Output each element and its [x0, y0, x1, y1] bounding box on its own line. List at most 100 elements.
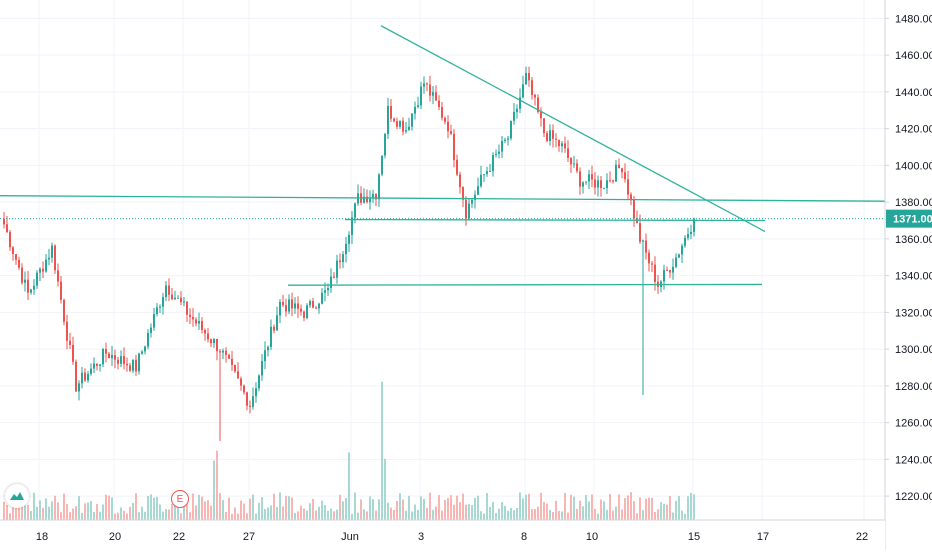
- candle-body: [108, 353, 110, 359]
- volume-bar: [420, 496, 422, 520]
- volume-bar: [324, 505, 326, 520]
- volume-bar: [210, 505, 212, 520]
- candle-body: [591, 174, 593, 180]
- tradingview-logo-icon[interactable]: [5, 484, 29, 508]
- candle-body: [312, 301, 314, 308]
- volume-bar: [297, 511, 299, 520]
- volume-bar: [72, 508, 74, 520]
- candle-body: [21, 267, 23, 283]
- volume-bar: [501, 502, 503, 520]
- candle-body: [135, 359, 137, 372]
- candle-body: [336, 260, 338, 278]
- candle-body: [93, 363, 95, 369]
- candle-body: [213, 338, 215, 344]
- volume-bar: [270, 505, 272, 520]
- volume-bar: [372, 499, 374, 520]
- candle-body: [381, 155, 383, 175]
- volume-bar: [543, 502, 545, 520]
- candle-body: [117, 359, 119, 364]
- volume-bar: [252, 494, 254, 520]
- volume-bar: [225, 511, 227, 520]
- candle-body: [396, 121, 398, 127]
- volume-bar: [90, 501, 92, 520]
- candle-body: [648, 252, 650, 264]
- volume-bar: [366, 511, 368, 520]
- candle-body: [564, 143, 566, 149]
- volume-bar: [657, 509, 659, 520]
- volume-bar: [564, 493, 566, 520]
- volume-bar: [573, 496, 575, 520]
- volume-bar: [642, 510, 644, 520]
- time-tick-label: 20: [109, 531, 121, 543]
- volume-bar: [171, 504, 173, 520]
- time-axis[interactable]: 18 20 22 27 Jun 3 8 10 15 17 22: [0, 519, 885, 550]
- candle-body: [279, 301, 281, 316]
- candle-body: [486, 171, 488, 175]
- volume-bar: [591, 494, 593, 520]
- candle-body: [270, 326, 272, 348]
- price-axis[interactable]: 1480.00 1460.00 1440.00 1420.00 1400.00 1380.…: [884, 0, 932, 550]
- volume-bar: [345, 498, 347, 520]
- volume-bar: [600, 499, 602, 520]
- volume-bar: [126, 513, 128, 520]
- volume-bar: [138, 512, 140, 520]
- candle-body: [633, 199, 635, 219]
- volume-bar: [462, 493, 464, 520]
- candle-body: [351, 217, 353, 235]
- candle-body: [453, 133, 455, 160]
- price-tick-label: 1480.00: [895, 13, 932, 25]
- volume-bar: [624, 498, 626, 520]
- candle-body: [150, 327, 152, 333]
- volume-bar: [114, 513, 116, 520]
- earnings-badge[interactable]: E: [171, 490, 189, 508]
- volume-bar: [276, 507, 278, 520]
- candle-body: [624, 172, 626, 180]
- volume-bar: [117, 512, 119, 520]
- candle-body: [405, 130, 407, 132]
- price-tick-label: 1320.00: [895, 307, 932, 319]
- volume-bar: [669, 496, 671, 520]
- candle-body: [285, 305, 287, 312]
- candle-body: [639, 223, 641, 242]
- volume-bar: [141, 506, 143, 520]
- candle-body: [507, 138, 509, 140]
- candle-body: [348, 234, 350, 244]
- candle-body: [219, 351, 221, 353]
- candle-body: [363, 196, 365, 203]
- volume-bar: [411, 511, 413, 520]
- volume-bar: [465, 504, 467, 520]
- candle-body: [519, 97, 521, 109]
- volume-bar: [3, 501, 5, 520]
- volume-bar: [264, 508, 266, 520]
- candle-body: [198, 320, 200, 324]
- candle-body: [540, 111, 542, 119]
- volume-bar: [255, 513, 257, 520]
- volume-bar: [189, 512, 191, 520]
- volume-bar: [354, 492, 356, 520]
- volume-bar: [120, 507, 122, 520]
- volume-bar: [606, 509, 608, 520]
- candle-body: [474, 194, 476, 200]
- candle-body: [669, 270, 671, 273]
- candle-body: [372, 194, 374, 199]
- candle-body: [447, 121, 449, 132]
- volume-bar: [690, 492, 692, 520]
- volume-bar: [513, 510, 515, 520]
- volume-bar: [273, 493, 275, 520]
- grid-lines: [0, 0, 885, 520]
- candle-body: [504, 139, 506, 142]
- volume-bar: [594, 508, 596, 520]
- volume-bar: [480, 511, 482, 520]
- volume-bar: [306, 510, 308, 520]
- candle-body: [288, 299, 290, 312]
- candle-body: [420, 86, 422, 106]
- volume-bar: [36, 506, 38, 520]
- volume-bar: [258, 502, 260, 520]
- price-tick-label: 1300.00: [895, 344, 932, 356]
- volume-bar: [405, 510, 407, 520]
- trendlines[interactable]: [0, 25, 886, 286]
- candle-body: [534, 94, 536, 98]
- volume-bar: [552, 512, 554, 520]
